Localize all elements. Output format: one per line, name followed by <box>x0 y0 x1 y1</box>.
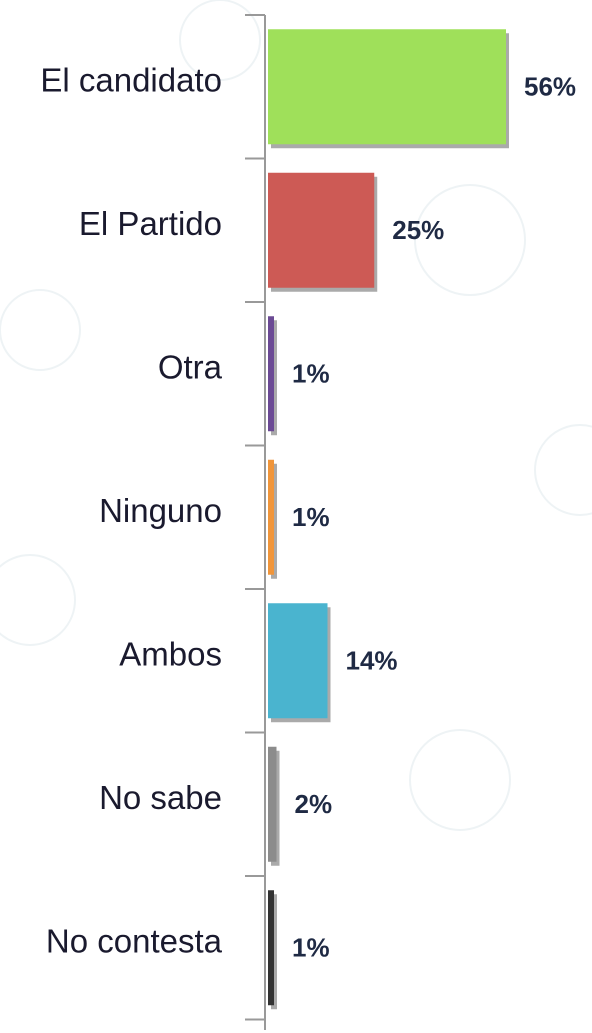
bar <box>268 746 277 862</box>
category-label: El Partido <box>79 205 222 242</box>
category-label: El candidato <box>40 61 222 98</box>
bar <box>268 890 274 1006</box>
value-label: 1% <box>292 502 330 532</box>
bar <box>268 29 506 145</box>
bar <box>268 459 274 575</box>
category-label: Otra <box>158 348 223 385</box>
bar <box>268 316 274 432</box>
value-label: 56% <box>524 72 576 102</box>
category-label: Ninguno <box>99 492 222 529</box>
watermark <box>0 0 592 831</box>
bar <box>268 603 328 719</box>
category-label: No contesta <box>46 922 223 959</box>
value-label: 1% <box>292 359 330 389</box>
value-label: 14% <box>346 646 398 676</box>
bar <box>268 172 375 288</box>
category-label: No sabe <box>99 779 222 816</box>
value-label: 1% <box>292 933 330 963</box>
category-label: Ambos <box>119 635 222 672</box>
value-label: 25% <box>392 215 444 245</box>
value-label: 2% <box>295 789 333 819</box>
